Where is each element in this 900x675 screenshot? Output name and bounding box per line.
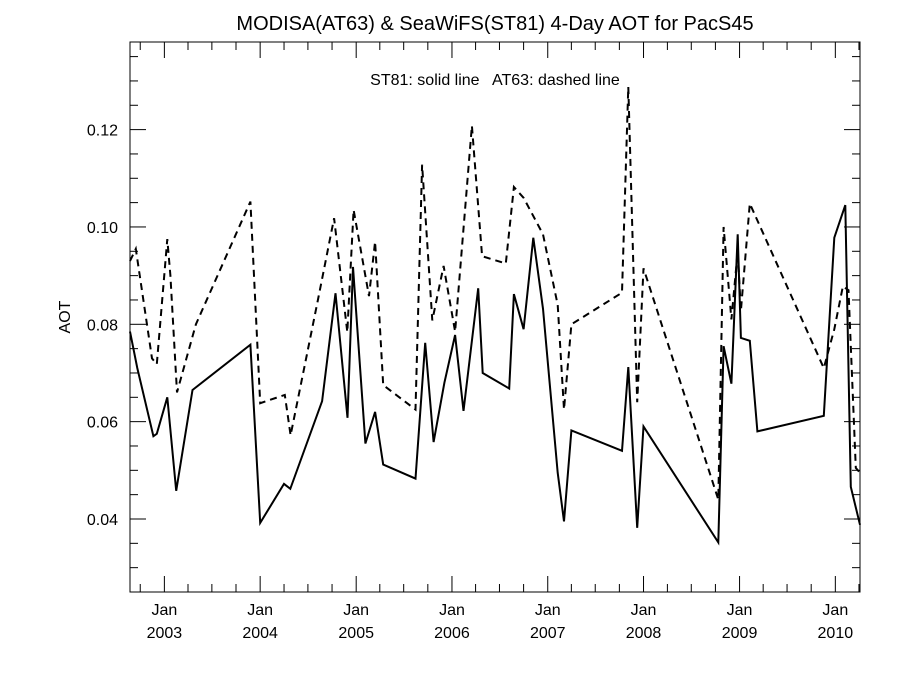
y-tick-label: 0.08 — [87, 317, 118, 334]
y-tick-label: 0.06 — [87, 415, 118, 432]
x-tick-month-label: Jan — [631, 602, 657, 619]
series-legend-note: ST81: solid line AT63: dashed line — [370, 72, 620, 89]
x-tick-year-label: 2009 — [722, 625, 758, 642]
x-tick-month-label: Jan — [247, 602, 273, 619]
y-tick-label: 0.04 — [87, 512, 118, 529]
series-layer — [129, 86, 861, 546]
x-tick-month-label: Jan — [727, 602, 753, 619]
series-line-st81 — [129, 204, 861, 546]
axis-ticks: 0.04 0.06 0.08 0.10 0.12 Jan 2003 Jan 2004 Jan 200… — [87, 42, 860, 642]
x-tick-year-label: 2008 — [626, 625, 662, 642]
x-tick-year-label: 2005 — [338, 625, 374, 642]
x-tick-year-label: 2007 — [530, 625, 566, 642]
x-tick-year-label: 2003 — [147, 625, 183, 642]
chart-title: MODISA(AT63) & SeaWiFS(ST81) 4-Day AOT f… — [236, 13, 753, 35]
x-tick-month-label: Jan — [151, 602, 177, 619]
x-tick-year-label: 2006 — [434, 625, 470, 642]
y-tick-label: 0.10 — [87, 220, 118, 237]
plot-frame — [129, 41, 861, 593]
series-line-at63 — [129, 86, 861, 500]
x-tick-month-label: Jan — [822, 602, 848, 619]
x-tick-year-label: 2010 — [818, 625, 854, 642]
y-axis-label: AOT — [57, 300, 74, 333]
y-tick-label: 0.12 — [87, 123, 118, 140]
x-tick-month-label: Jan — [343, 602, 369, 619]
x-tick-month-label: Jan — [439, 602, 465, 619]
x-tick-month-label: Jan — [535, 602, 561, 619]
x-tick-year-label: 2004 — [242, 625, 278, 642]
